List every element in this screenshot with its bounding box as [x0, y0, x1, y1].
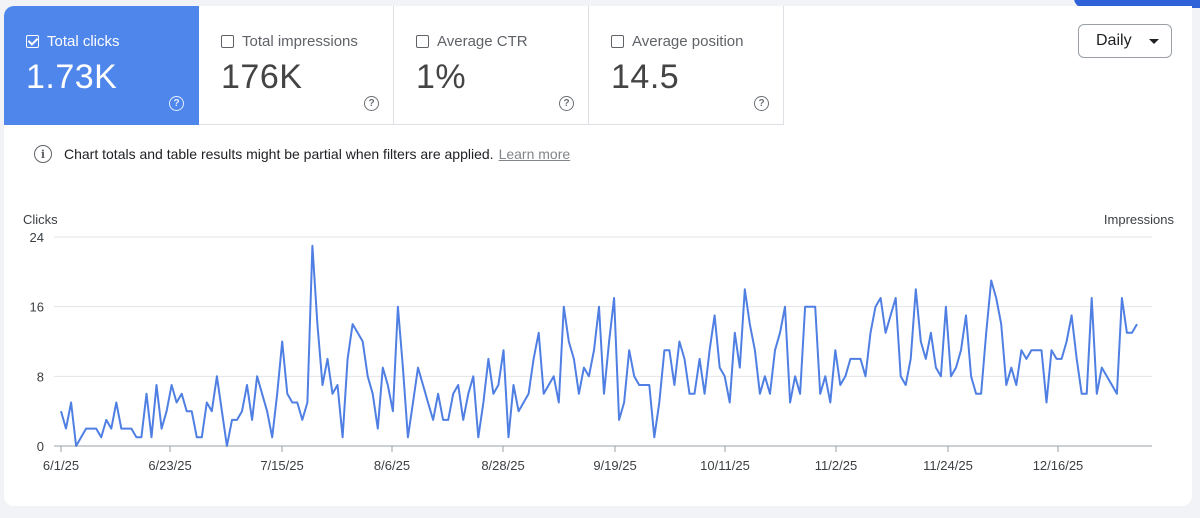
learn-more-link[interactable]: Learn more: [498, 146, 571, 162]
dropdown-selected: Daily: [1096, 32, 1132, 49]
metric-label: Average CTR: [437, 33, 528, 50]
info-icon: i: [34, 145, 52, 163]
clicks-line-chart: 0 8 16 24 6/1/25 6/23/25 7/15/25 8/6/25 8/28/25 9…: [30, 230, 1152, 473]
metric-average-ctr[interactable]: Average CTR 1% ?: [394, 6, 589, 125]
x-tick-label: 10/11/25: [700, 458, 750, 473]
clicks-series-line[interactable]: [60, 244, 1138, 447]
help-icon[interactable]: ?: [559, 96, 574, 111]
metric-total-clicks[interactable]: Total clicks 1.73K ?: [4, 6, 199, 125]
metric-value: 1%: [416, 58, 467, 96]
x-tick-label: 11/24/25: [923, 458, 973, 473]
help-icon[interactable]: ?: [169, 96, 184, 111]
x-tick-label: 9/19/25: [593, 458, 636, 473]
partial-data-notice: i Chart totals and table results might b…: [34, 145, 570, 163]
x-tick-label: 7/15/25: [260, 458, 303, 473]
checkbox-icon[interactable]: [221, 35, 234, 48]
granularity-dropdown[interactable]: Daily: [1078, 24, 1172, 58]
metric-tabs: Total clicks 1.73K ? Total impressions 1…: [4, 6, 784, 126]
x-tick-label: 11/2/25: [815, 458, 857, 473]
x-tick-label: 8/6/25: [374, 458, 410, 473]
metric-label: Average position: [632, 33, 744, 50]
checkbox-icon[interactable]: [416, 35, 429, 48]
y-tick-label: 16: [30, 300, 44, 315]
notice-text: Chart totals and table results might be …: [64, 146, 494, 162]
x-tick-label: 6/1/25: [43, 458, 79, 473]
checkbox-icon[interactable]: [611, 35, 624, 48]
metric-total-impressions[interactable]: Total impressions 176K ?: [199, 6, 394, 125]
top-blue-tab: [1074, 0, 1200, 8]
help-icon[interactable]: ?: [754, 96, 769, 111]
performance-card: Total clicks 1.73K ? Total impressions 1…: [4, 6, 1192, 506]
metric-value: 1.73K: [26, 58, 118, 96]
x-tick-label: 12/16/25: [1033, 458, 1084, 473]
y-axis-label: Clicks: [23, 212, 58, 227]
y-tick-label: 0: [37, 439, 44, 454]
y-tick-label: 24: [30, 230, 44, 245]
metric-label: Total clicks: [47, 33, 120, 50]
metric-label: Total impressions: [242, 33, 358, 50]
help-icon[interactable]: ?: [364, 96, 379, 111]
caret-down-icon: [1149, 38, 1159, 44]
x-tick-label: 6/23/25: [148, 458, 191, 473]
x-tick-label: 8/28/25: [481, 458, 524, 473]
metric-value: 14.5: [611, 58, 680, 96]
y2-axis-label: Impressions: [1103, 212, 1174, 227]
checkbox-checked-icon[interactable]: [26, 35, 39, 48]
metric-average-position[interactable]: Average position 14.5 ?: [589, 6, 784, 125]
y-tick-label: 8: [37, 369, 44, 384]
metric-value: 176K: [221, 58, 303, 96]
